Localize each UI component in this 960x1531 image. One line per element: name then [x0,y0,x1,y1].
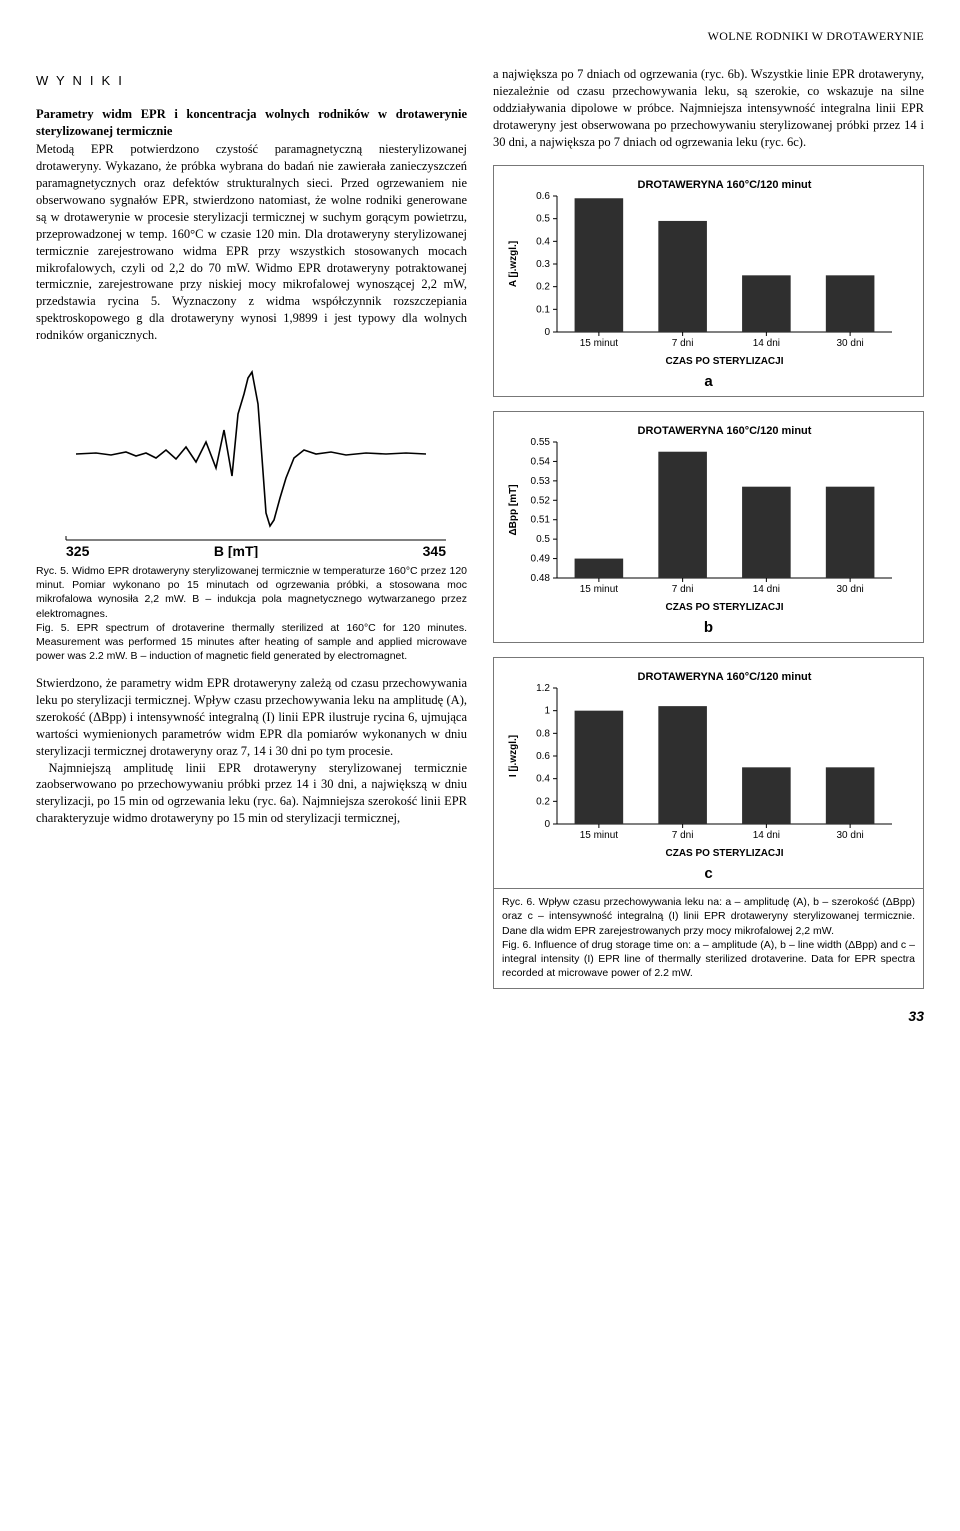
svg-text:14 dni: 14 dni [753,584,780,595]
paragraph-body-2: Stwierdzono, że parametry widm EPR drota… [36,675,467,759]
svg-text:0.52: 0.52 [531,495,551,506]
svg-text:0.5: 0.5 [536,213,550,224]
paragraph-body-right: a największa po 7 dniach od ogrzewania (… [493,66,924,150]
figure-6-caption-pl: Ryc. 6. Wpływ czasu przechowywania leku … [502,896,915,936]
svg-text:CZAS PO STERYLIZACJI: CZAS PO STERYLIZACJI [666,848,784,859]
svg-text:30 dni: 30 dni [837,584,864,595]
svg-text:15 minut: 15 minut [580,830,619,841]
svg-text:15 minut: 15 minut [580,584,619,595]
chart-c: DROTAWERYNA 160°C/120 minut 0 0.2 0.4 0.6 0.8… [502,666,902,866]
svg-text:0.2: 0.2 [536,281,550,292]
chart-a-sublabel: a [502,372,915,392]
running-head: WOLNE RODNIKI W DROTAWERYNIE [36,28,924,44]
chart-a-frame: DROTAWERYNA 160°C/120 minut 0 0.1 0.2 0.3 0.4… [493,165,924,397]
svg-text:15 minut: 15 minut [580,338,619,349]
svg-text:0.3: 0.3 [536,259,550,270]
chart-a: DROTAWERYNA 160°C/120 minut 0 0.1 0.2 0.3 0.4… [502,174,902,374]
svg-text:DROTAWERYNA 160°C/120 minut: DROTAWERYNA 160°C/120 minut [638,179,812,191]
svg-text:ΔBpp [mT]: ΔBpp [mT] [508,484,519,535]
chart-c-sublabel: c [502,864,915,884]
svg-text:14 dni: 14 dni [753,338,780,349]
svg-text:345: 345 [423,543,447,558]
svg-text:7 dni: 7 dni [672,830,694,841]
svg-text:0.8: 0.8 [536,728,550,739]
svg-text:0.6: 0.6 [536,191,550,202]
figure-5-caption-en: Fig. 5. EPR spectrum of drotaverine ther… [36,622,467,662]
figure-6-caption-en: Fig. 6. Influence of drug storage time o… [502,939,915,979]
svg-text:0.55: 0.55 [531,437,551,448]
chart-c-frame: DROTAWERYNA 160°C/120 minut 0 0.2 0.4 0.6 0.8… [493,657,924,889]
figure-6-caption: Ryc. 6. Wpływ czasu przechowywania leku … [493,889,924,989]
svg-text:30 dni: 30 dni [837,338,864,349]
svg-text:0.5: 0.5 [536,534,550,545]
svg-text:1: 1 [544,706,550,717]
chart-b-sublabel: b [502,618,915,638]
svg-text:0.4: 0.4 [536,236,550,247]
left-column: W Y N I K I Parametry widm EPR i koncent… [36,66,467,989]
svg-text:7 dni: 7 dni [672,338,694,349]
svg-text:0: 0 [544,819,550,830]
svg-text:7 dni: 7 dni [672,584,694,595]
svg-text:14 dni: 14 dni [753,830,780,841]
svg-text:0.4: 0.4 [536,774,550,785]
svg-text:0.49: 0.49 [531,553,551,564]
svg-text:30 dni: 30 dni [837,830,864,841]
svg-text:CZAS PO STERYLIZACJI: CZAS PO STERYLIZACJI [666,356,784,367]
chart-b-frame: DROTAWERYNA 160°C/120 minut 0.48 0.49 0.5 0.… [493,411,924,643]
figure-5: 325 B [mT] 345 [36,358,467,558]
svg-text:0.6: 0.6 [536,751,550,762]
svg-text:0.54: 0.54 [531,456,551,467]
svg-text:0.2: 0.2 [536,796,550,807]
svg-text:I [j.wzgl.]: I [j.wzgl.] [508,735,519,777]
svg-text:B [mT]: B [mT] [214,543,258,558]
svg-text:0.53: 0.53 [531,476,551,487]
paragraph-body-1: Metodą EPR potwierdzono czystość paramag… [36,142,467,342]
chart-b: DROTAWERYNA 160°C/120 minut 0.48 0.49 0.5 0.… [502,420,902,620]
paragraph-title: Parametry widm EPR i koncentracja wolnyc… [36,106,467,140]
paragraph-body-3: Najmniejszą amplitudę linii EPR drotawer… [36,760,467,828]
svg-text:0: 0 [544,327,550,338]
page-number: 33 [36,1007,924,1026]
svg-text:325: 325 [66,543,90,558]
section-title-wyniki: W Y N I K I [36,72,467,90]
right-column: a największa po 7 dniach od ogrzewania (… [493,66,924,989]
svg-text:0.1: 0.1 [536,304,550,315]
svg-text:1.2: 1.2 [536,683,550,694]
svg-text:A [j.wzgl.]: A [j.wzgl.] [508,240,519,286]
page-two-column: W Y N I K I Parametry widm EPR i koncent… [36,66,924,989]
figure-5-caption-pl: Ryc. 5. Widmo EPR drotaweryny sterylizow… [36,565,467,620]
epr-spectrum-chart: 325 B [mT] 345 [36,358,456,558]
svg-text:0.48: 0.48 [531,573,551,584]
svg-text:DROTAWERYNA 160°C/120 minut: DROTAWERYNA 160°C/120 minut [638,425,812,437]
svg-text:0.51: 0.51 [531,515,551,526]
figure-5-caption: Ryc. 5. Widmo EPR drotaweryny sterylizow… [36,564,467,663]
svg-text:CZAS PO STERYLIZACJI: CZAS PO STERYLIZACJI [666,602,784,613]
svg-text:DROTAWERYNA 160°C/120 minut: DROTAWERYNA 160°C/120 minut [638,671,812,683]
